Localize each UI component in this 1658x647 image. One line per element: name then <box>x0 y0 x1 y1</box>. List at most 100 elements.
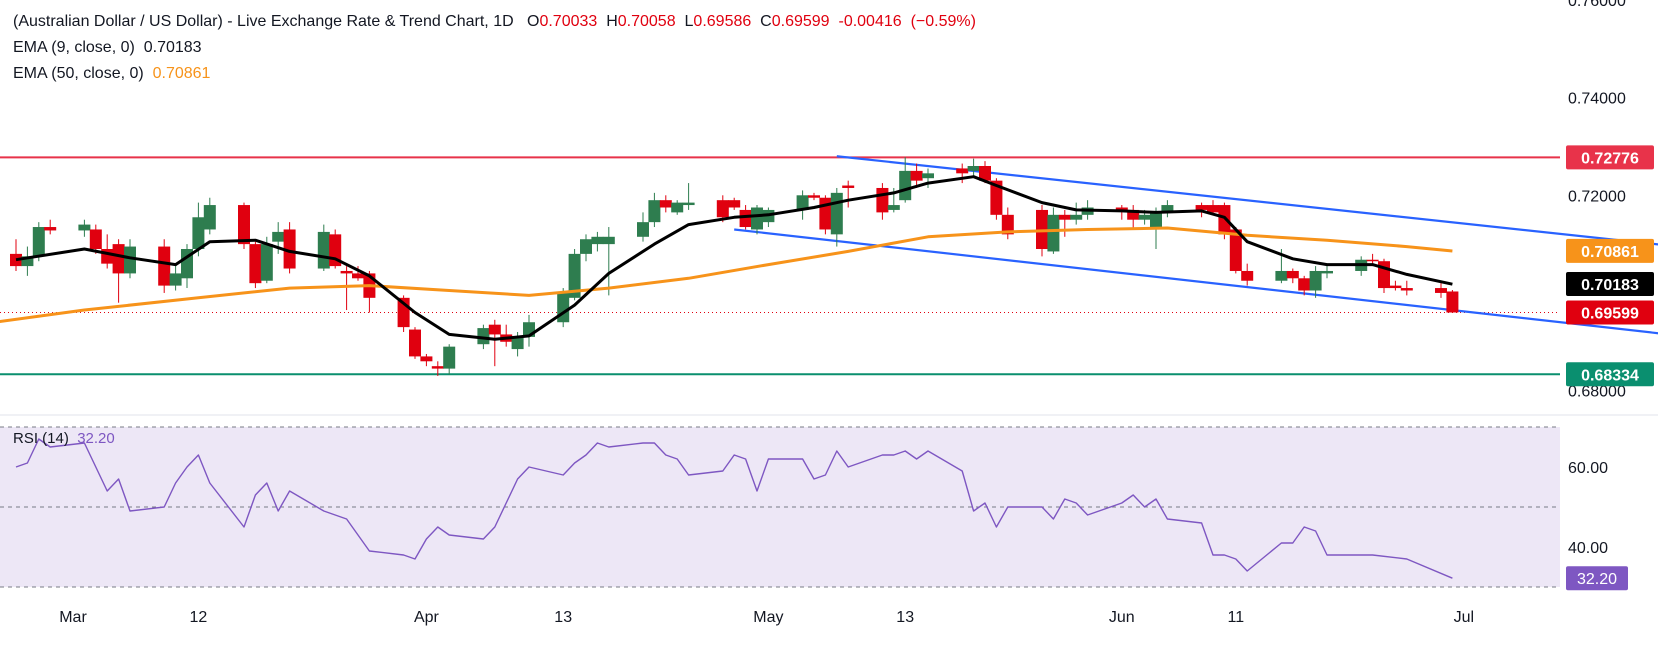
candle-body <box>89 229 102 249</box>
candle-2026-05-14 <box>910 163 923 188</box>
candle-2026-04-01 <box>420 353 433 367</box>
candle-body <box>443 346 456 369</box>
candles <box>10 157 1459 376</box>
candle-2026-04-17 <box>602 227 615 296</box>
candle-body <box>808 195 820 198</box>
rsi-last-label-text: 32.20 <box>1577 571 1617 588</box>
candle-2026-03-17 <box>249 241 262 289</box>
candle-2026-03-02 <box>78 219 91 237</box>
candle-2026-04-30 <box>751 205 763 235</box>
candle-body <box>796 195 809 210</box>
candle-body <box>591 236 604 245</box>
ohlc-high-value: 0.70058 <box>617 13 676 30</box>
candle-body <box>1435 288 1447 293</box>
candle-2026-06-26 <box>1400 280 1413 296</box>
candle-2026-03-09 <box>158 239 171 293</box>
candle-body <box>990 180 1003 215</box>
price-label-bg <box>1566 238 1654 263</box>
candle-body <box>21 256 34 267</box>
candle-2026-06-12 <box>1241 263 1254 286</box>
candle-body <box>1070 214 1083 220</box>
rsi-label: RSI (14) <box>13 430 69 447</box>
channel-upper-line <box>836 155 1658 246</box>
candle-body <box>124 246 136 274</box>
candle-body <box>1115 207 1128 210</box>
candle-body <box>910 170 923 181</box>
candle-body <box>1001 214 1014 235</box>
rsi-tick-label: 40.00 <box>1568 540 1608 557</box>
candle-2026-06-02 <box>1127 205 1140 230</box>
x-tick-label: 11 <box>1227 609 1244 626</box>
ema9-label: EMA (9, close, 0) <box>13 39 135 56</box>
candle-body <box>580 239 592 254</box>
rsi-header: RSI (14) 32.20 <box>13 430 115 447</box>
candle-body <box>1229 229 1242 271</box>
candle-2026-05-18 <box>956 163 969 184</box>
ohlc-close-label: C <box>760 13 772 30</box>
candle-2026-05-20 <box>979 161 991 184</box>
candle-body <box>409 329 421 357</box>
candle-body <box>1195 205 1208 210</box>
candle-body <box>1218 205 1231 235</box>
candle-body <box>876 187 889 213</box>
candle-2026-04-10 <box>523 314 535 347</box>
x-tick-label: Mar <box>59 609 87 626</box>
ohlc-change-pct: (−0.59%) <box>910 13 976 30</box>
candle-body <box>557 292 570 323</box>
candle-body <box>1446 291 1459 313</box>
axes: 0.76000 0.74000 0.72000 0.68000 60.00 40.00 Ma… <box>59 0 1626 626</box>
candle-2026-03-12 <box>192 202 205 257</box>
ema-lines <box>0 175 1453 341</box>
candle-2026-02-25 <box>21 246 34 276</box>
price-label-bg <box>1566 300 1654 325</box>
x-tick-label: Jun <box>1109 609 1135 626</box>
candle-2026-04-24 <box>682 183 695 210</box>
candle-body <box>260 244 273 281</box>
candle-body <box>637 222 649 237</box>
price-tick-label: 0.74000 <box>1568 91 1626 108</box>
price-label-bg <box>1566 145 1654 170</box>
candle-body <box>1400 288 1413 291</box>
candle-2026-03-05 <box>112 239 125 303</box>
candle-body <box>716 200 729 218</box>
candle-body <box>283 229 296 269</box>
candle-2026-05-27 <box>1058 209 1071 237</box>
price-labels: 0.72776 0.70861 0.70183 0.69599 0.68334 32.20 <box>1566 145 1654 591</box>
candle-2026-06-09 <box>1207 200 1219 215</box>
candle-2026-06-18 <box>1309 266 1322 298</box>
candle-body <box>340 270 353 274</box>
candle-body <box>1389 285 1402 289</box>
rsi-panel <box>0 414 1658 588</box>
candle-2026-04-02 <box>431 361 444 376</box>
candle-body <box>922 173 934 179</box>
ema50-value: 0.70861 <box>152 65 211 82</box>
candle-body <box>899 170 912 201</box>
x-tick-label: Apr <box>414 609 440 626</box>
candle-body <box>1309 270 1322 291</box>
channel-lower-line <box>734 228 1658 335</box>
candle-2026-04-08 <box>500 324 513 347</box>
candle-2026-04-23 <box>671 200 684 215</box>
candle-body <box>568 253 581 298</box>
candle-2026-06-16 <box>1286 268 1299 284</box>
candle-body <box>967 166 980 171</box>
candle-body <box>1275 270 1288 281</box>
candle-body <box>249 244 262 284</box>
candle-2026-04-16 <box>591 231 604 252</box>
x-tick-label: 12 <box>190 609 208 626</box>
candle-2026-06-24 <box>1378 258 1390 293</box>
candle-2026-04-28 <box>728 197 741 210</box>
candle-body <box>112 244 125 274</box>
candle-body <box>819 197 832 230</box>
rsi-value: 32.20 <box>77 430 115 447</box>
candle-body <box>1161 205 1174 213</box>
candle-body <box>842 185 855 188</box>
candle-2026-03-13 <box>203 197 216 235</box>
candle-body <box>739 209 752 228</box>
price-tick-label: 0.72000 <box>1568 188 1626 205</box>
candle-2026-03-11 <box>181 244 193 289</box>
candle-2026-06-30 <box>1446 290 1459 313</box>
candle-body <box>272 231 285 242</box>
candle-body <box>78 224 91 231</box>
